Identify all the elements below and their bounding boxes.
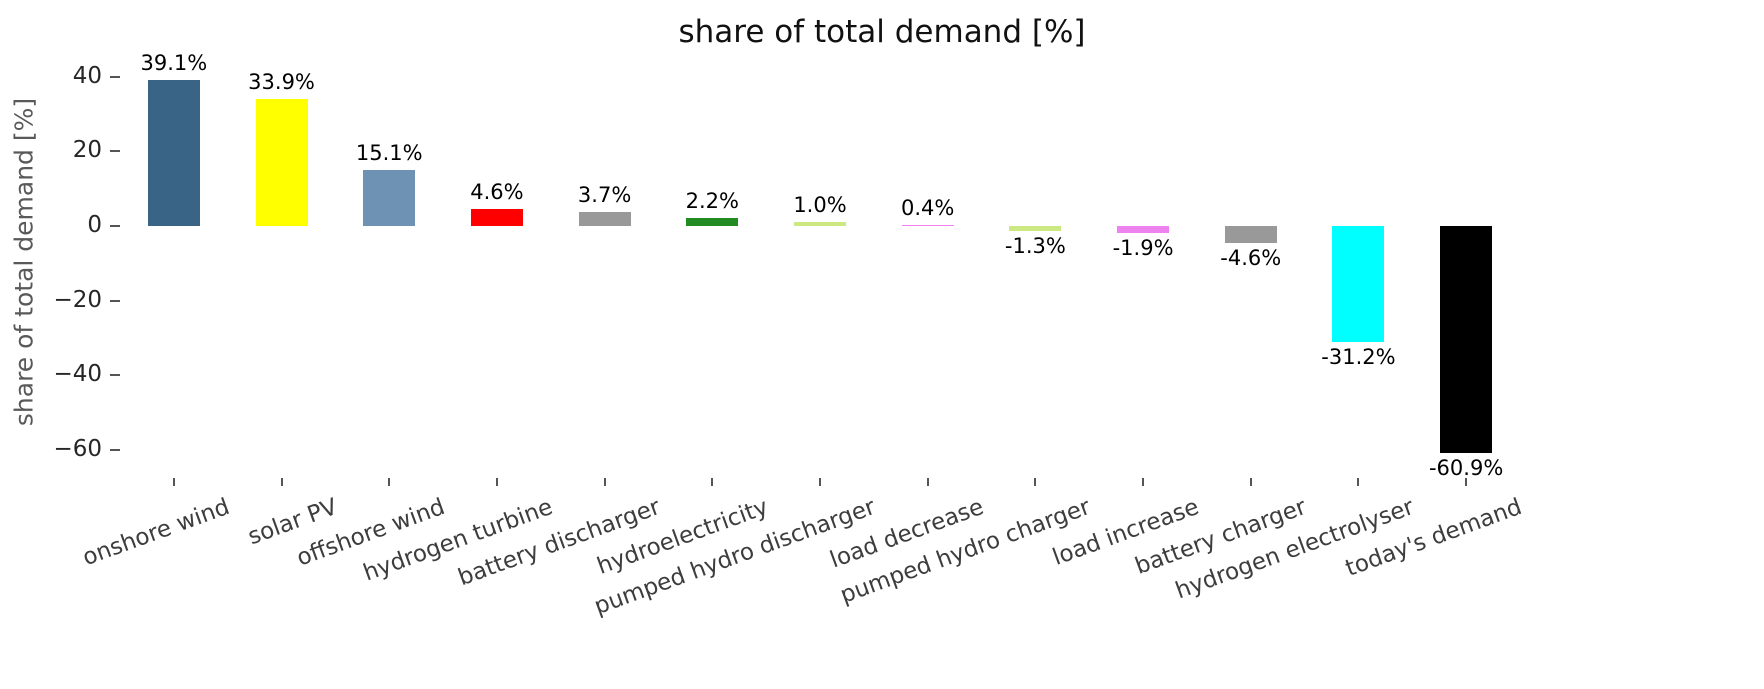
bar-pumped-hydro-discharger (794, 222, 846, 226)
y-tick-mark (110, 75, 120, 78)
bar-value-label: -31.2% (1321, 345, 1396, 370)
bar-value-label: 15.1% (355, 140, 423, 165)
bar-solar-pv (255, 99, 308, 226)
bar-value-label: 39.1% (140, 51, 208, 76)
bar-value-label: -1.9% (1112, 236, 1174, 261)
bar-load-increase (1117, 226, 1170, 234)
y-tick-label: −60 (53, 436, 102, 462)
y-tick-mark (110, 299, 120, 302)
bar-value-label: 33.9% (248, 70, 315, 95)
bar-battery-discharger (578, 212, 631, 226)
bar-hydroelectricity (686, 217, 739, 226)
bar-value-label: 2.2% (685, 188, 739, 213)
bar-value-label: -4.6% (1220, 246, 1282, 271)
bar-pumped-hydro-charger (1009, 226, 1062, 231)
bar-onshore-wind (147, 80, 200, 226)
bar-value-label: 3.7% (577, 183, 632, 208)
y-tick-label: −20 (53, 286, 102, 313)
y-tick-label: 0 (87, 212, 102, 238)
x-tick-mark (1357, 478, 1360, 486)
y-tick-mark (110, 449, 120, 451)
x-tick-mark (1465, 478, 1468, 486)
bar-value-label: -1.3% (1004, 233, 1066, 258)
chart-title: share of total demand [%] (678, 14, 1086, 50)
bar-offshore-wind (363, 169, 416, 226)
y-tick-label: −40 (53, 361, 102, 388)
x-tick-mark (388, 478, 391, 486)
x-tick-mark (1142, 478, 1145, 486)
x-tick-mark (1034, 478, 1037, 486)
bar-value-label: -60.9% (1428, 456, 1504, 481)
bar-load-decrease (901, 224, 954, 226)
x-tick-label: onshore wind (79, 494, 233, 572)
y-tick-label: 20 (72, 137, 102, 164)
x-tick-mark (926, 478, 929, 486)
x-tick-mark (603, 478, 606, 486)
x-tick-mark (1249, 478, 1252, 486)
x-tick-mark (819, 478, 821, 486)
x-tick-mark (711, 478, 714, 486)
bar-value-label: 4.6% (470, 179, 524, 204)
x-tick-mark (495, 478, 498, 486)
bar-value-label: 1.0% (793, 193, 847, 218)
bar-today-s-demand (1440, 226, 1493, 454)
bar-hydrogen-electrolyser (1332, 226, 1385, 343)
x-tick-mark (172, 478, 175, 486)
y-tick-mark (110, 225, 120, 227)
y-tick-label: 40 (72, 62, 102, 89)
bar-battery-charger (1224, 226, 1277, 244)
y-tick-mark (110, 150, 120, 153)
bar-hydrogen-turbine (470, 208, 523, 226)
y-tick-mark (110, 374, 120, 377)
bar-value-label: 0.4% (901, 195, 955, 220)
x-tick-mark (280, 478, 283, 486)
